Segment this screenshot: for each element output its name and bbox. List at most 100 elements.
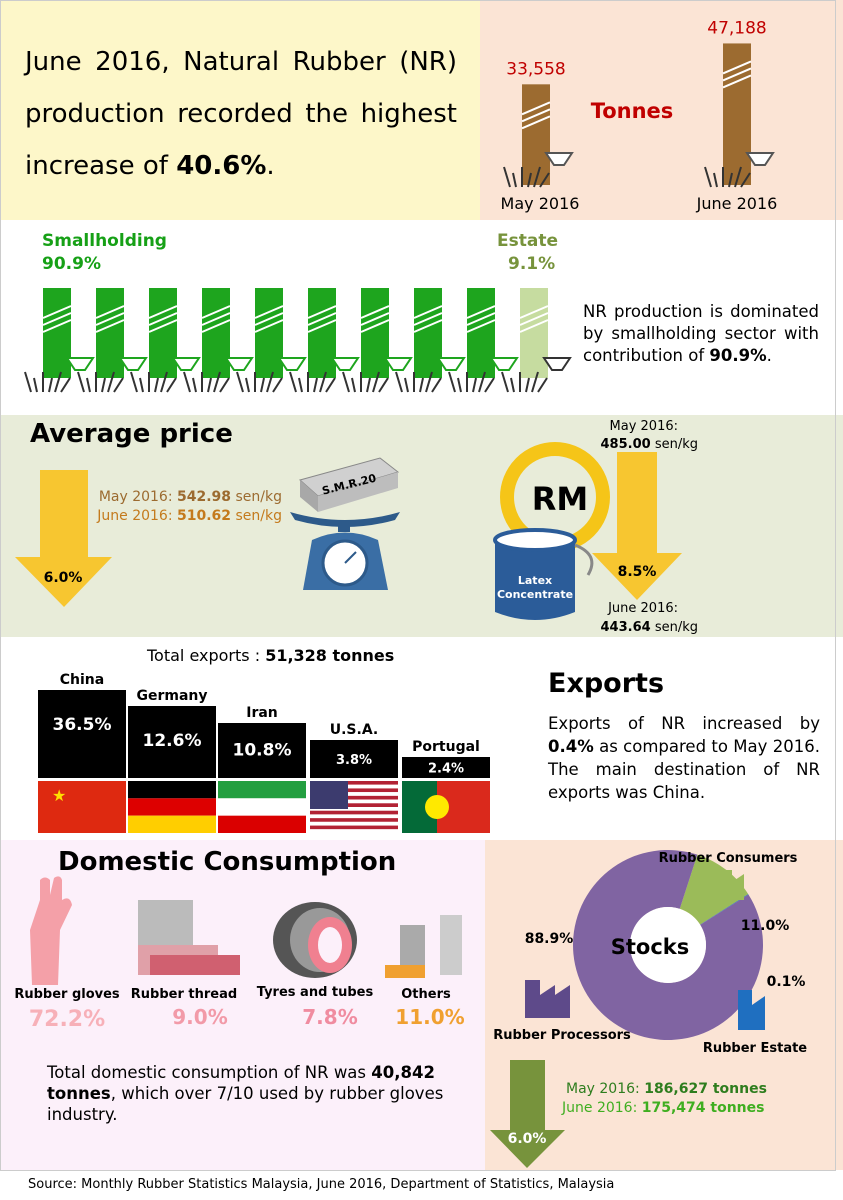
change: 8.5% (618, 564, 657, 580)
label: May 2016: (610, 419, 678, 434)
tap-cut (42, 305, 72, 319)
grass (113, 377, 124, 393)
country-name: China (60, 672, 104, 688)
exports-note: Exports of NR increased by 0.4% as compa… (548, 712, 820, 804)
can-label: Concentrate (497, 588, 573, 601)
grass (107, 371, 115, 393)
flag-part (310, 799, 398, 804)
value: 485.00 (601, 437, 651, 452)
grass (86, 377, 91, 393)
tree-trunk (467, 288, 495, 378)
tap-cut (148, 305, 178, 319)
grass (101, 377, 106, 393)
sector-name: Estate (497, 231, 558, 251)
flag-part (310, 781, 398, 785)
unit: sen/kg (236, 489, 283, 505)
cup (65, 357, 95, 371)
grass (266, 371, 274, 393)
flag-part (310, 803, 398, 807)
grass (351, 377, 356, 393)
flag-part (128, 798, 216, 816)
scale-icon (290, 457, 400, 590)
unit: sen/kg (655, 437, 698, 452)
grass (130, 371, 138, 393)
grass (404, 377, 409, 393)
grass (457, 377, 462, 393)
headline: June 2016, Natural Rubber (NR) productio… (25, 36, 457, 192)
month-label: June 2016 (696, 194, 778, 213)
tree-trunk (96, 288, 124, 378)
export-bar (218, 723, 306, 778)
tree-trunk (149, 288, 177, 378)
grass (139, 377, 144, 393)
change: 6.0% (44, 570, 83, 586)
tap-cut (201, 305, 231, 319)
grass (372, 371, 380, 393)
tap-cut (466, 305, 496, 319)
flag-part (128, 781, 216, 799)
tree-trunk (414, 288, 442, 378)
grass (236, 371, 244, 393)
label: June 2016: (96, 508, 172, 524)
tap-cut (42, 319, 72, 333)
highlight: 0.4% (548, 737, 594, 756)
domestic-note: Total domestic consumption of NR was 40,… (47, 1062, 447, 1125)
grass (160, 371, 168, 393)
flag-part (310, 818, 398, 822)
label: May 2016: (566, 1081, 640, 1097)
grass (313, 377, 318, 393)
grass (527, 172, 532, 188)
country-share: 12.6% (143, 731, 202, 751)
latex-can (493, 528, 594, 620)
icons (30, 876, 462, 985)
tap-cut (360, 312, 390, 326)
country-name: Portugal (412, 739, 480, 755)
tree-trunk (43, 288, 71, 378)
tap-cut (201, 319, 231, 333)
flag-part (218, 815, 306, 833)
grass (713, 172, 718, 188)
grass (740, 172, 751, 188)
down-arrow (15, 470, 112, 607)
tap-cut (254, 305, 284, 319)
cup (118, 357, 148, 371)
tree-trunk (308, 288, 336, 378)
tree-trunk (520, 288, 548, 378)
tap-cut (95, 319, 125, 333)
price-line: June 2016: 510.62 sen/kg (96, 508, 282, 524)
cup (489, 357, 519, 371)
cup (542, 357, 572, 371)
month-label: May 2016 (501, 194, 580, 213)
grass (183, 371, 191, 393)
tap-cut (722, 74, 752, 89)
source: Source: Monthly Rubber Statistics Malays… (28, 1177, 614, 1192)
panel (0, 840, 485, 1170)
donut-segment (700, 894, 749, 925)
total-exports: Total exports : 51,328 tonnes (146, 646, 394, 665)
grass (419, 377, 424, 393)
trunk (723, 43, 751, 185)
grass (484, 377, 495, 393)
cup (544, 152, 574, 166)
grass (531, 371, 539, 393)
grass (478, 371, 486, 393)
flag-part (310, 814, 398, 819)
tap-cut (413, 312, 443, 326)
cup (745, 152, 775, 166)
item-share: 11.0% (395, 1005, 464, 1029)
donut-hole (630, 907, 706, 983)
donut-segment (573, 850, 763, 1041)
tap-cut (519, 305, 549, 319)
item-name: Tyres and tubes (257, 985, 374, 1000)
export-bar (402, 757, 490, 778)
flag-part (425, 795, 449, 819)
item-share: 9.0% (172, 1005, 227, 1029)
grass (289, 371, 297, 393)
currency: RM (532, 480, 588, 518)
grass (431, 377, 442, 393)
grass (533, 166, 541, 188)
grass (512, 172, 517, 188)
trunk (522, 84, 550, 185)
text: , which over 7/10 used by rubber gloves … (47, 1084, 444, 1124)
